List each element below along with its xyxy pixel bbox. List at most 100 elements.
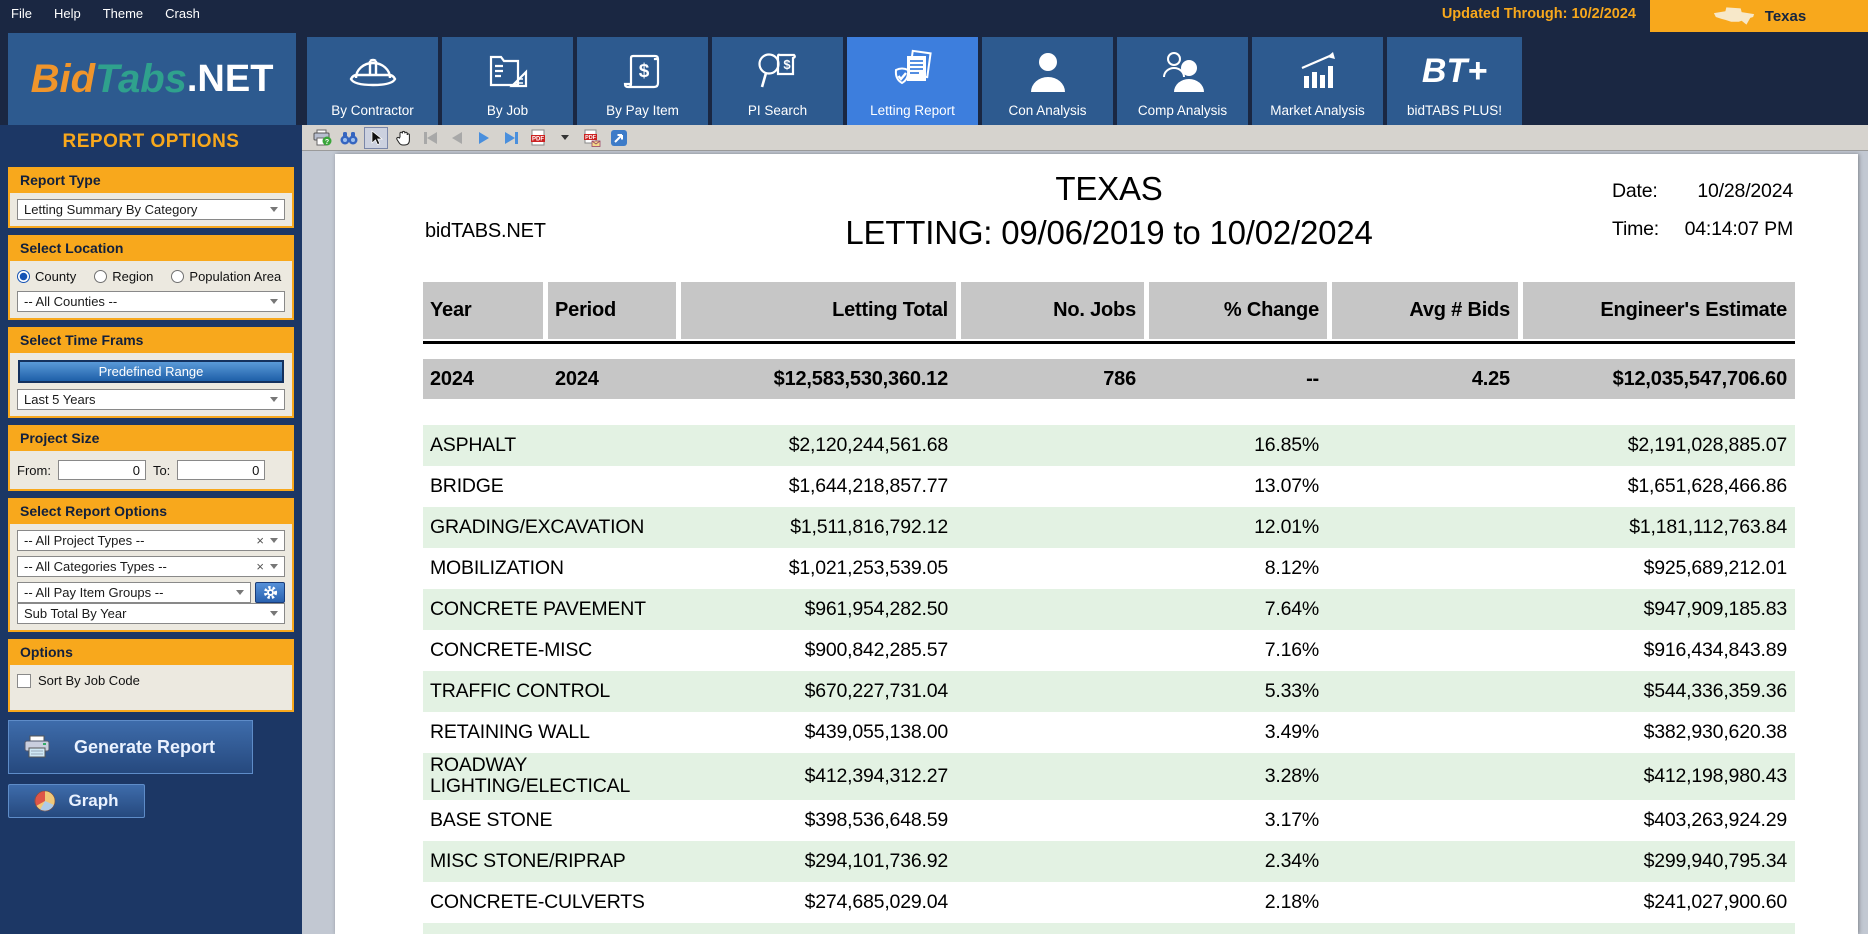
tab-by-pay-item[interactable]: $ By Pay Item: [577, 37, 708, 125]
tab-con-analysis[interactable]: Con Analysis: [982, 37, 1113, 125]
time-range-select[interactable]: Last 5 Years: [17, 389, 285, 410]
pay-item-settings-button[interactable]: [255, 582, 285, 603]
email-pdf-icon[interactable]: PDF: [580, 127, 604, 149]
pan-hand-icon[interactable]: [391, 127, 415, 149]
size-from-input[interactable]: 0: [57, 460, 146, 480]
radio-label: County: [35, 269, 77, 284]
hard-hat-icon: [347, 44, 399, 98]
report-datetime: Date: 10/28/2024 Time: 04:14:07 PM: [1612, 180, 1793, 241]
gear-icon: [263, 585, 277, 600]
export-options-caret[interactable]: [553, 127, 577, 149]
next-page-icon[interactable]: [472, 127, 496, 149]
estimate-cell: $947,909,185.83: [1643, 598, 1788, 620]
generate-report-label: Generate Report: [73, 736, 216, 757]
size-to-input[interactable]: 0: [177, 460, 266, 480]
estimate-cell: $916,434,843.89: [1643, 639, 1788, 661]
letting-total-cell: $398,536,648.59: [804, 808, 949, 831]
header-rule: [423, 341, 1795, 344]
no-jobs-cell: [961, 589, 1144, 630]
tab-by-contractor[interactable]: By Contractor: [307, 37, 438, 125]
radio-county[interactable]: County: [17, 269, 76, 284]
table-row: BRIDGE $1,644,218,857.77 13.07% $1,651,628,…: [423, 466, 1795, 507]
menu-theme[interactable]: Theme: [102, 6, 144, 21]
table-header-row: Year Period Letting Total No. Jobs % Cha…: [423, 282, 1795, 339]
sort-by-job-code-checkbox[interactable]: Sort By Job Code: [17, 671, 285, 704]
checkbox-icon: [17, 673, 31, 688]
table-row: MISC STONE/RIPRAP $294,101,736.92 2.34% $29…: [423, 840, 1795, 882]
last-page-icon[interactable]: [499, 127, 523, 149]
time-frame-section: Select Time Frams Predefined Range Last …: [8, 327, 294, 418]
report-options-sidebar: REPORT OPTIONS Report Type Letting Summa…: [0, 125, 302, 934]
prev-page-icon[interactable]: [445, 127, 469, 149]
first-page-icon[interactable]: [418, 127, 442, 149]
category-types-value: -- All Categories Types --: [24, 559, 167, 574]
tab-bidtabs-plus[interactable]: BT+ bidTABS PLUS!: [1387, 37, 1522, 125]
tab-by-job[interactable]: By Job: [442, 37, 573, 125]
radio-label: Region: [112, 269, 154, 284]
tab-letting-report[interactable]: Letting Report: [847, 37, 978, 125]
section-header: Select Report Options: [10, 500, 292, 524]
report-viewer[interactable]: bidTABS.NET TEXAS LETTING: 09/06/2019 to…: [302, 151, 1868, 934]
graph-button[interactable]: Graph: [8, 784, 145, 818]
radio-icon: [171, 270, 185, 283]
menu-help[interactable]: Help: [53, 6, 81, 21]
tab-market-analysis[interactable]: Market Analysis: [1252, 37, 1383, 125]
svg-text:$: $: [783, 57, 791, 72]
export-pdf-icon[interactable]: PDF: [526, 127, 550, 149]
category-types-select[interactable]: -- All Categories Types -- ×: [17, 556, 285, 577]
letting-total-cell: $1,511,816,792.12: [790, 516, 948, 538]
print-help-icon[interactable]: ?: [310, 127, 334, 149]
select-cursor-icon[interactable]: [364, 126, 388, 149]
tab-label: Comp Analysis: [1137, 103, 1228, 118]
state-selector[interactable]: Texas: [1650, 0, 1868, 32]
tab-comp-analysis[interactable]: Comp Analysis: [1117, 37, 1248, 125]
predefined-range-button[interactable]: Predefined Range: [18, 360, 284, 383]
menu-crash[interactable]: Crash: [165, 6, 200, 21]
find-binoculars-icon[interactable]: [337, 127, 361, 149]
counties-select[interactable]: -- All Counties --: [17, 291, 285, 312]
estimate-cell: $382,930,620.38: [1643, 721, 1788, 743]
letting-total-cell: $2,120,244,561.68: [788, 434, 948, 456]
avg-bids-cell: [1332, 466, 1518, 507]
summary-period: 2024: [555, 367, 599, 390]
table-row: RETAINING WALL $439,055,138.00 3.49% $382,9…: [423, 712, 1795, 753]
tab-pi-search[interactable]: $ PI Search: [712, 37, 843, 125]
project-types-select[interactable]: -- All Project Types -- ×: [17, 530, 285, 551]
menu-bar: File Help Theme Crash Updated Through: 1…: [0, 0, 1868, 32]
tab-label: bidTABS PLUS!: [1406, 103, 1503, 118]
report-viewer-toolbar: ?: [302, 125, 1868, 151]
radio-region[interactable]: Region: [94, 269, 153, 284]
date-label: Date:: [1611, 180, 1658, 202]
clear-icon[interactable]: ×: [256, 559, 264, 574]
table-row: CONCRETE-MISC $900,842,285.57 7.16% $916,43…: [423, 630, 1795, 671]
clear-icon[interactable]: ×: [256, 533, 264, 548]
category-cell: ASPHALT: [430, 433, 517, 456]
subtotal-select[interactable]: Sub Total By Year: [17, 603, 285, 624]
avg-bids-cell: [1332, 753, 1518, 800]
pct-change-cell: 3.28%: [1264, 764, 1319, 787]
chevron-down-icon: [236, 590, 244, 595]
logo-net: .NET: [186, 57, 274, 100]
col-pct-change: % Change: [1149, 282, 1327, 339]
generate-report-button[interactable]: Generate Report: [8, 720, 253, 774]
pct-change-cell: 7.16%: [1264, 639, 1319, 661]
report-type-select[interactable]: Letting Summary By Category: [17, 199, 285, 220]
category-cell: ROADWAY LIGHTING/ELECTICAL: [430, 754, 631, 798]
report-title: TEXAS: [1055, 170, 1163, 207]
menu-file[interactable]: File: [11, 6, 32, 21]
pay-item-groups-select[interactable]: -- All Pay Item Groups --: [17, 582, 251, 603]
table-row-cutoff: [423, 922, 1795, 934]
report-type-section: Report Type Letting Summary By Category: [8, 167, 294, 228]
open-external-icon[interactable]: [607, 127, 631, 149]
from-label: From:: [17, 462, 51, 478]
no-jobs-cell: [961, 671, 1144, 712]
options-section: Options Sort By Job Code: [8, 639, 294, 712]
pct-change-cell: 16.85%: [1254, 434, 1319, 456]
project-types-value: -- All Project Types --: [24, 533, 145, 548]
letting-total-cell: $1,021,253,539.05: [788, 557, 948, 579]
radio-population-area[interactable]: Population Area: [171, 269, 281, 284]
time-range-value: Last 5 Years: [24, 392, 96, 407]
pct-change-cell: 7.64%: [1264, 598, 1319, 620]
tab-label: By Job: [486, 103, 529, 118]
date-value: 10/28/2024: [1697, 180, 1793, 202]
